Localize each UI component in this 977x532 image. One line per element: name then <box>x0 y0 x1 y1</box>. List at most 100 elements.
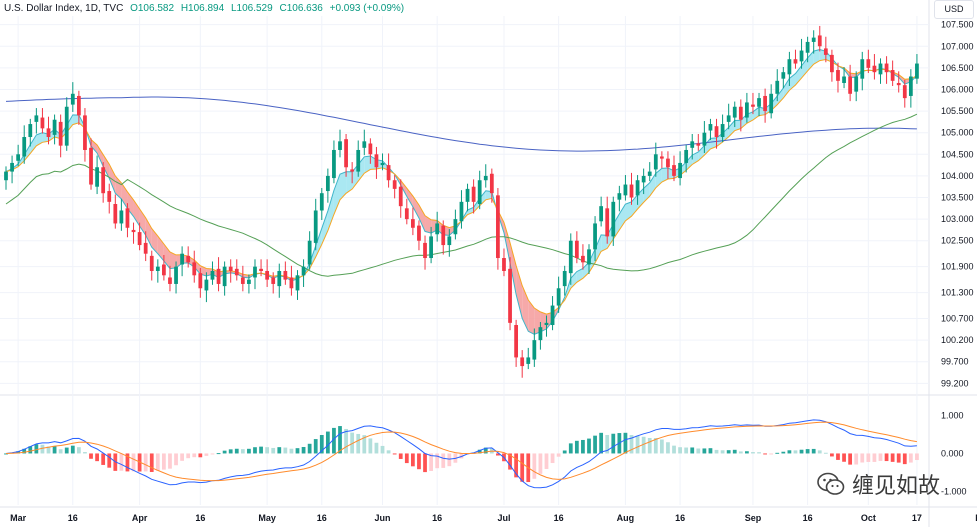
candle-body <box>550 305 555 326</box>
candle-body <box>447 236 452 246</box>
ema-cloud-segment <box>103 154 110 179</box>
ema-cloud-segment <box>133 199 140 226</box>
candle-body <box>720 124 725 138</box>
candle-body <box>332 149 336 179</box>
macd-histogram-bar <box>653 438 658 454</box>
macd-histogram-bar <box>587 438 591 454</box>
macd-histogram-bar <box>568 443 573 454</box>
ema-cloud-segment <box>801 57 808 79</box>
candle-body <box>848 76 853 94</box>
candle-body <box>40 117 45 129</box>
candle-body <box>465 188 470 202</box>
candle-body <box>823 48 828 55</box>
candle-body <box>702 132 707 146</box>
macd-histogram-bar <box>775 452 780 454</box>
macd-histogram-bar <box>544 453 549 469</box>
ema-cloud-segment <box>582 262 589 279</box>
macd-histogram-bar <box>574 440 579 454</box>
candle-body <box>168 277 172 284</box>
high-value: H106.894 <box>180 3 225 14</box>
candle-body <box>247 279 251 284</box>
macd-histogram-bar <box>520 453 525 482</box>
candle-body <box>483 175 488 181</box>
candle-body <box>386 165 391 181</box>
macd-histogram-bar <box>872 453 877 462</box>
candle-body <box>793 59 798 64</box>
candle-body <box>338 141 342 150</box>
candle-body <box>180 253 184 265</box>
macd-histogram-bar <box>769 453 774 455</box>
macd-histogram-bar <box>22 448 27 454</box>
macd-histogram-bar <box>508 453 512 470</box>
watermark: 缠见如故 <box>816 465 940 503</box>
candle-body <box>210 270 215 280</box>
macd-histogram-bar <box>605 434 610 454</box>
macd-histogram-bar <box>392 453 397 455</box>
candle-body <box>672 165 676 176</box>
macd-histogram-bar <box>793 450 798 454</box>
ema-cloud-segment <box>121 182 128 209</box>
price-tick-label: 103.500 <box>941 193 974 203</box>
ema-cloud-segment <box>418 205 426 232</box>
ema-cloud-segment <box>728 120 735 137</box>
candle-body <box>526 357 531 364</box>
macd-histogram-bar <box>854 453 859 465</box>
candle-body <box>732 106 737 118</box>
macd-histogram-bar <box>386 450 391 454</box>
candle-body <box>489 173 494 194</box>
candle-body <box>83 115 87 150</box>
ema-cloud-segment <box>109 164 116 194</box>
candle-body <box>647 171 652 176</box>
candle-body <box>453 219 458 235</box>
price-tick-label: 99.200 <box>941 378 969 388</box>
macd-histogram-bar <box>325 431 330 454</box>
candle-body <box>593 223 597 250</box>
candle-body <box>64 106 69 146</box>
candle-body <box>830 54 834 73</box>
macd-histogram-bar <box>301 446 306 454</box>
currency-button[interactable]: USD <box>934 0 974 19</box>
macd-histogram-bar <box>271 447 276 454</box>
macd-histogram-bar <box>247 448 251 454</box>
macd-histogram-bar <box>532 453 537 479</box>
macd-histogram-bar <box>483 447 488 454</box>
macd-histogram-bar <box>659 439 664 454</box>
macd-histogram-bar <box>817 450 822 454</box>
macd-histogram-bar <box>805 449 810 454</box>
sma-50-line <box>5 113 918 277</box>
candle-body <box>496 195 500 259</box>
candle-body <box>811 37 816 42</box>
candle-body <box>404 208 409 220</box>
macd-histogram-bar <box>168 453 172 469</box>
ema-cloud-segment <box>783 78 790 99</box>
candle-body <box>410 219 415 228</box>
macd-histogram-bar <box>380 445 385 454</box>
candle-body <box>872 65 877 73</box>
candle-body <box>34 115 39 122</box>
candle-body <box>22 137 27 157</box>
macd-histogram-bar <box>890 453 895 462</box>
symbol-title: U.S. Dollar Index, 1D, TVC <box>4 3 124 14</box>
wechat-icon <box>817 472 845 495</box>
change-value: +0.093 (+0.09%) <box>329 3 405 14</box>
macd-histogram-bar <box>908 453 913 463</box>
time-tick-label: Jun <box>375 513 391 523</box>
macd-histogram-bar <box>860 453 865 463</box>
candle-body <box>398 186 403 207</box>
candle-body <box>629 184 634 198</box>
candle-body <box>556 288 561 306</box>
candle-body <box>587 249 591 265</box>
candle-body <box>301 266 306 276</box>
macd-histogram-bar <box>40 444 45 454</box>
macd-histogram-bar <box>696 448 701 454</box>
ema-cloud-segment <box>425 215 432 234</box>
time-tick-label: Mar <box>10 513 27 523</box>
candle-body <box>842 76 846 83</box>
ema-cloud-segment <box>467 207 474 215</box>
macd-histogram-bar <box>174 453 178 466</box>
price-tick-label: 103.000 <box>941 214 974 224</box>
candle-body <box>222 266 227 287</box>
macd-histogram-bar <box>125 453 130 472</box>
time-tick-label: Aug <box>617 513 635 523</box>
